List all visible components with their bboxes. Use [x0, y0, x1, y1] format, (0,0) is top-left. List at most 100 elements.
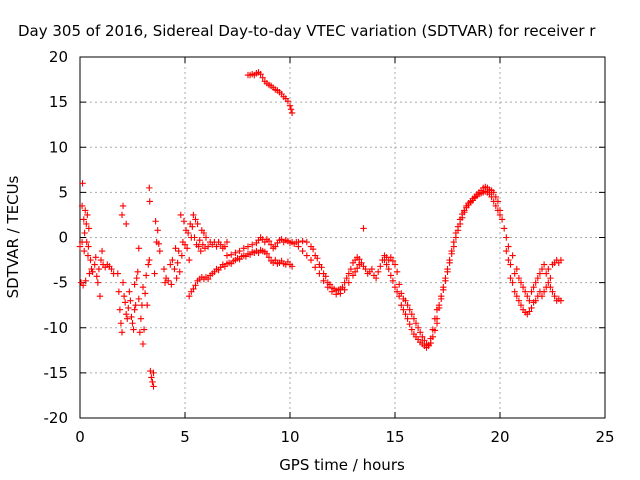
data-point — [190, 285, 197, 293]
data-point — [328, 288, 336, 295]
data-point — [318, 264, 325, 271]
data-point — [83, 220, 90, 228]
data-point — [406, 306, 413, 313]
data-point — [131, 306, 138, 313]
data-point — [137, 315, 145, 322]
data-point — [303, 238, 310, 246]
data-point — [545, 265, 552, 273]
data-point — [530, 283, 537, 291]
data-points — [76, 69, 565, 390]
data-point — [142, 272, 150, 279]
data-point — [131, 281, 138, 288]
data-point — [526, 308, 533, 315]
y-tick-label: 15 — [49, 93, 68, 111]
data-point — [400, 306, 407, 313]
data-point — [496, 211, 504, 219]
data-point — [116, 306, 124, 313]
data-point — [503, 247, 510, 255]
data-point — [410, 315, 418, 322]
data-point — [169, 256, 176, 264]
data-point — [284, 98, 292, 105]
data-point — [184, 229, 192, 237]
data-point — [354, 264, 361, 272]
data-point — [115, 288, 123, 295]
data-point — [146, 256, 153, 264]
data-point — [152, 218, 159, 225]
data-point — [85, 243, 92, 250]
data-point — [425, 341, 432, 349]
data-point — [440, 286, 447, 294]
y-tick-label: -15 — [44, 364, 69, 382]
x-tick-label: 25 — [595, 428, 614, 446]
data-point — [288, 109, 296, 117]
data-point — [488, 193, 495, 201]
data-point — [412, 320, 420, 327]
x-tick-label: 5 — [180, 428, 190, 446]
data-point — [191, 234, 198, 241]
data-point — [408, 311, 415, 318]
data-point — [97, 256, 105, 264]
data-point — [387, 254, 394, 261]
data-point — [385, 265, 392, 273]
x-tick-label: 20 — [490, 428, 509, 446]
data-point — [498, 216, 506, 223]
data-point — [82, 277, 89, 285]
data-point — [360, 225, 367, 232]
data-point — [134, 268, 141, 275]
data-point — [349, 272, 357, 279]
data-point — [228, 251, 235, 258]
data-point — [89, 268, 96, 275]
data-point — [414, 324, 422, 331]
data-point — [93, 273, 100, 280]
data-point — [150, 383, 157, 390]
data-point — [522, 288, 529, 295]
data-point — [517, 301, 525, 309]
data-point — [507, 274, 514, 282]
data-point — [259, 74, 266, 81]
data-point — [213, 243, 220, 250]
x-axis-tick-labels: 0 5 10 15 20 25 — [75, 428, 614, 446]
data-point — [267, 241, 275, 248]
data-point — [389, 277, 397, 285]
data-point — [128, 313, 135, 321]
data-point — [221, 243, 229, 250]
data-point — [172, 245, 179, 252]
data-point — [543, 270, 550, 277]
data-point — [337, 290, 344, 297]
data-point — [511, 270, 518, 277]
data-point — [190, 211, 197, 219]
data-point — [132, 301, 139, 309]
data-point — [534, 274, 541, 282]
data-point — [124, 315, 131, 322]
data-point — [377, 263, 384, 270]
data-point — [95, 265, 103, 273]
data-point — [448, 250, 455, 257]
data-point — [456, 220, 464, 228]
data-point — [356, 255, 363, 263]
data-point — [136, 329, 144, 336]
data-point — [140, 326, 148, 333]
data-point — [398, 301, 405, 309]
data-point — [130, 326, 137, 333]
data-point — [391, 261, 399, 268]
data-point — [108, 265, 115, 273]
data-point — [149, 378, 156, 386]
data-point — [427, 335, 434, 342]
data-point — [372, 274, 380, 282]
data-point — [155, 240, 162, 248]
data-point — [223, 238, 231, 246]
data-point — [312, 264, 319, 271]
data-point — [165, 277, 172, 285]
y-tick-label: 10 — [49, 138, 68, 156]
data-point — [123, 311, 130, 318]
data-point — [368, 265, 376, 273]
data-point — [150, 369, 157, 377]
data-point — [96, 292, 104, 300]
data-point — [249, 241, 256, 248]
data-point — [524, 292, 531, 300]
data-point — [389, 257, 397, 265]
data-point — [511, 288, 518, 295]
data-point — [341, 286, 348, 294]
data-point — [490, 198, 497, 205]
